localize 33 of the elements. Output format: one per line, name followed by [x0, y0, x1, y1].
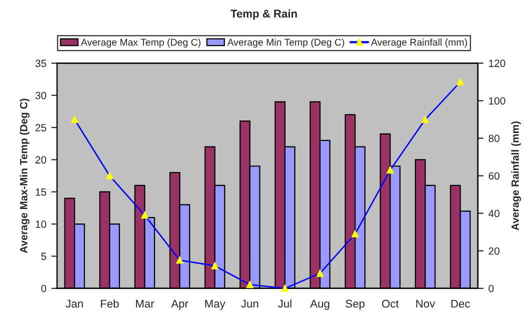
y-axis-title: Average Max-Min Temp (Deg C) [20, 98, 30, 254]
x-tick-label: Aug [310, 300, 330, 310]
legend-label: Average Max Temp (Deg C) [80, 38, 200, 48]
x-tick-label: Apr [171, 300, 188, 310]
legend-label: Average Min Temp (Deg C) [227, 38, 344, 48]
x-tick-label: Dec [451, 300, 470, 308]
y2-axis-title: Average Rainfall (mm) [511, 121, 521, 230]
y-tick-label: 20 [36, 156, 46, 164]
y-tick-label: 35 [35, 60, 46, 68]
y-tick-label: 25 [36, 124, 46, 132]
x-tick-label: Jan [66, 300, 83, 308]
x-tick-label: Nov [416, 300, 436, 308]
y2-tick-label: 100 [489, 97, 506, 105]
x-tick-label: Jul [278, 299, 292, 308]
y2-tick-label: 40 [488, 210, 500, 218]
legend-label: Average Rainfall (mm) [370, 38, 467, 48]
y2-tick-label: 20 [488, 247, 500, 255]
x-tick-label: Jun [241, 300, 258, 308]
y-tick-label: 15 [36, 188, 46, 196]
chart-title: Temp & Rain [230, 9, 297, 20]
x-tick-label: May [205, 300, 226, 310]
y-tick-label: 0 [41, 284, 46, 292]
y2-tick-label: 80 [488, 134, 500, 142]
x-tick-label: Sep [346, 300, 365, 310]
y2-tick-label: 120 [489, 60, 506, 68]
x-tick-label: Oct [382, 300, 399, 308]
x-tick-label: Feb [100, 299, 119, 308]
x-tick-label: Mar [136, 300, 154, 308]
y-tick-label: 30 [35, 92, 46, 100]
y2-tick-label: 0 [488, 284, 494, 292]
y2-tick-label: 60 [488, 172, 500, 180]
y-tick-label: 10 [36, 220, 46, 228]
y-tick-label: 5 [41, 252, 46, 260]
